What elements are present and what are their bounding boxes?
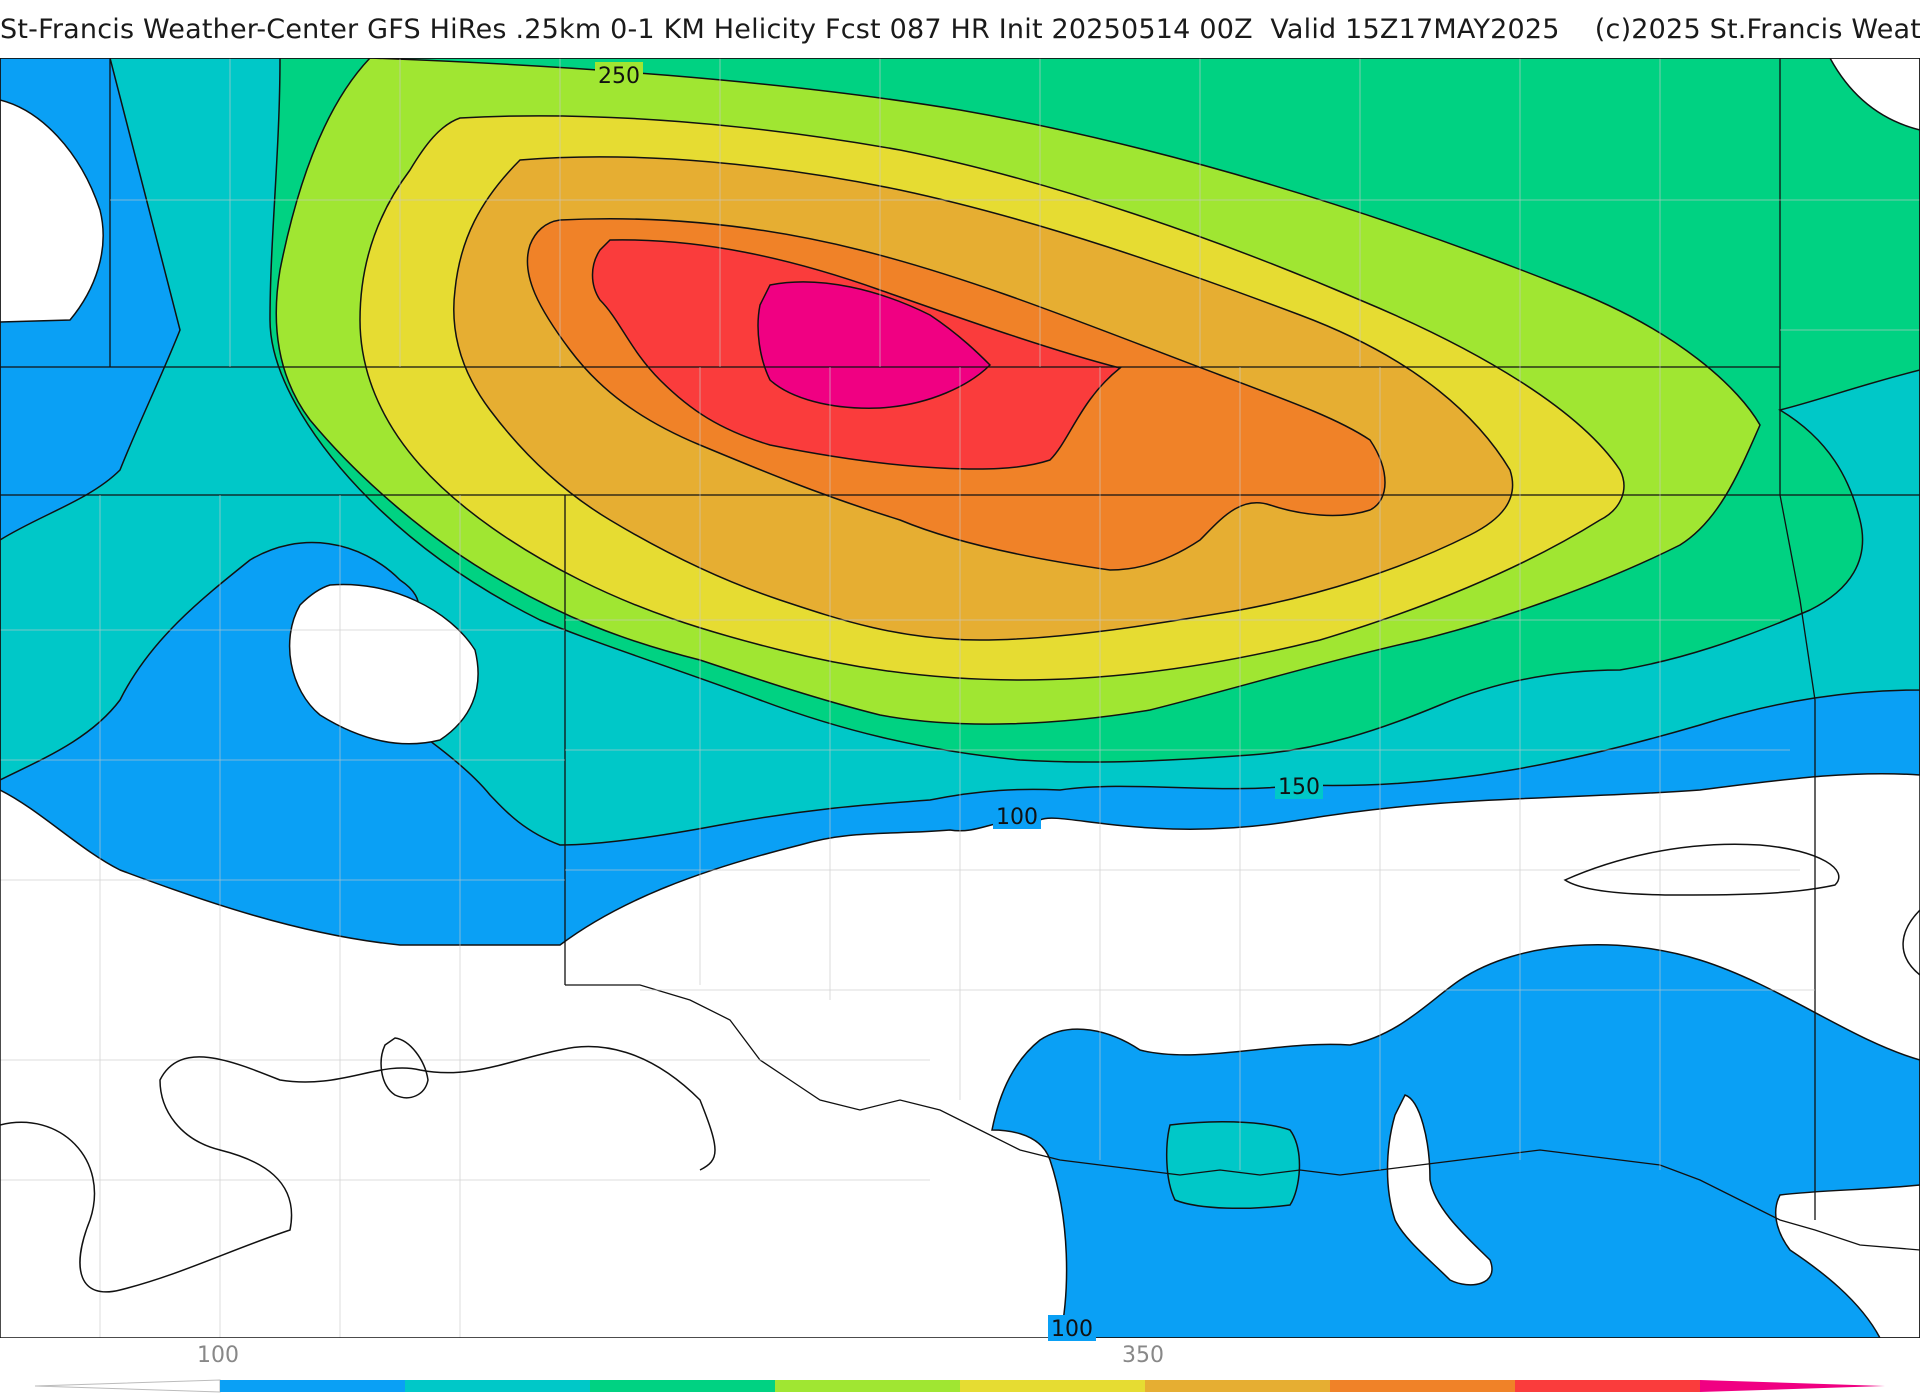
helicity-field [0,58,1920,1338]
colorbar-segment [1145,1380,1330,1392]
colorbar-segment [405,1380,590,1392]
colorbar-right-triangle [1700,1380,1885,1392]
contour-label-100-south: 100 [1051,1317,1093,1342]
hole-south-east [1386,1094,1493,1286]
colorbar-segment [590,1380,775,1392]
hole-south-corner [1774,1184,1920,1338]
contour-label-250: 250 [598,64,640,89]
contour-label-150: 150 [1278,775,1320,800]
fill-patch-150-south [1165,1120,1301,1209]
contour-label-bg-100-north [993,803,1041,829]
contour-lines-extra [0,843,1920,1293]
colorbar-tick-100: 100 [197,1343,239,1368]
colorbar [34,1379,1885,1393]
contour-label-bg-100-south [1048,1315,1096,1341]
contour-labels: 250 150 100 100 [595,62,1323,1342]
fill-band-100-south [991,943,1920,1338]
contour-label-bg-250 [595,62,643,88]
hole-northwest [0,99,104,323]
colorbar-segment [1330,1380,1515,1392]
fill-band-500 [757,281,992,409]
colorbar-segment [960,1380,1145,1392]
colorbar-tick-350: 350 [1122,1343,1164,1368]
colorbar-segment [1515,1380,1700,1392]
colorbar-segment [775,1380,960,1392]
hole-west [288,583,479,745]
contour-label-bg-150 [1275,773,1323,799]
colorbar-segment [220,1380,405,1392]
contour-label-100-north: 100 [996,805,1038,830]
colorbar-segments [220,1380,1700,1392]
county-grid [0,58,1920,1338]
map-title: St-Francis Weather-Center GFS HiRes .25k… [0,14,1920,45]
colorbar-left-triangle [34,1379,221,1393]
state-borders [0,58,1920,1251]
